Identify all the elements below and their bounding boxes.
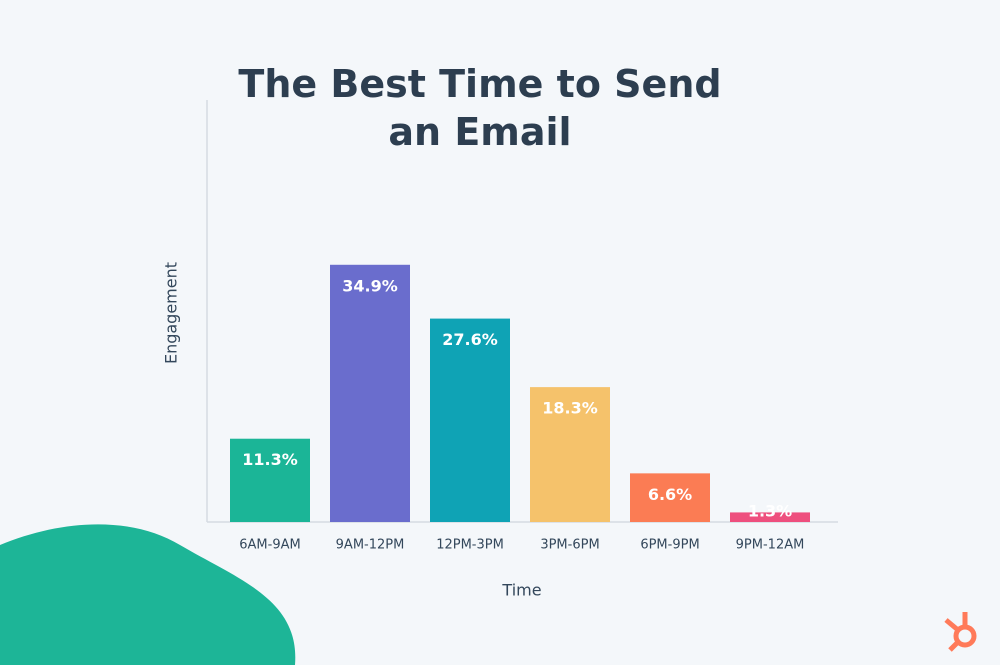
x-tick-label: 12PM-3PM xyxy=(436,538,504,553)
x-tick-label: 6PM-9PM xyxy=(640,538,699,553)
bar xyxy=(730,512,810,522)
data-label: 6.6% xyxy=(648,485,692,504)
bar xyxy=(630,473,710,522)
bar xyxy=(230,438,310,522)
logo xyxy=(944,612,977,652)
x-tick-label: 6AM-9AM xyxy=(239,538,300,553)
data-label: 34.9% xyxy=(342,276,398,295)
x-tick-label: 3PM-6PM xyxy=(540,538,599,553)
bar xyxy=(530,387,610,522)
data-label: 1.3% xyxy=(748,502,792,521)
decor-blob xyxy=(0,524,296,665)
data-label: 18.3% xyxy=(542,399,598,418)
x-axis-title: Time xyxy=(501,581,541,600)
y-axis-title: Engagement xyxy=(162,262,181,364)
data-label: 11.3% xyxy=(242,450,298,469)
x-tick-label: 9PM-12AM xyxy=(736,538,805,553)
x-tick-label: 9AM-12PM xyxy=(336,538,405,553)
data-label: 27.6% xyxy=(442,330,498,349)
bar xyxy=(330,264,410,522)
bar xyxy=(430,318,510,522)
chart-title: The Best Time to Send an Email xyxy=(238,62,722,154)
